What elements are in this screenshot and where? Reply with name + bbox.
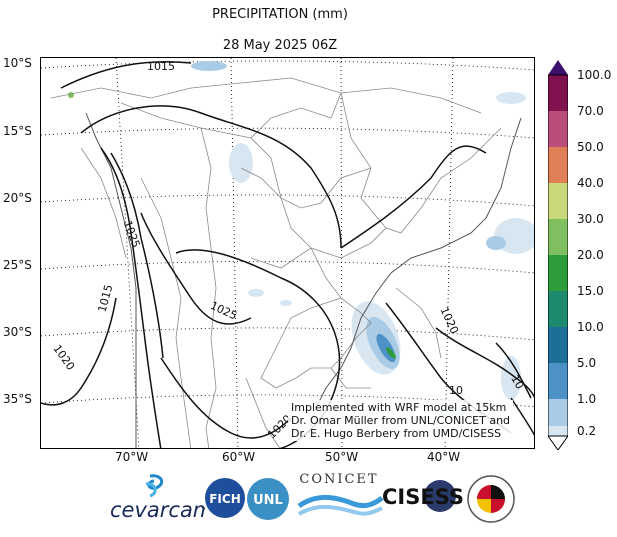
note-line-3: Dr. E. Hugo Berbery from UMD/CISESS	[291, 427, 502, 440]
map-title: PRECIPITATION (mm)	[212, 7, 348, 22]
isobar-label: 1025	[121, 219, 143, 250]
colorbar-label: 15.0	[577, 284, 604, 298]
lat-label-15s: 15°S	[3, 124, 32, 138]
colorbar-label: 30.0	[577, 212, 604, 226]
precip-colorbar	[548, 60, 568, 450]
lat-label-30s: 30°S	[3, 325, 32, 339]
colorbar-label: 20.0	[577, 248, 604, 262]
attribution-note: Implemented with WRF model at 15km Dr. O…	[288, 400, 514, 441]
cevarcam-logo: cevarcam	[110, 474, 205, 522]
unl-logo: UNL	[247, 478, 289, 520]
note-line-1: Implemented with WRF model at 15km	[291, 401, 507, 414]
lat-label-25s: 25°S	[3, 258, 32, 272]
lon-label-40w: 40°W	[427, 450, 461, 464]
lat-label-35s: 35°S	[3, 392, 32, 406]
colorbar-label: 50.0	[577, 140, 604, 154]
conicet-text: CONICET	[299, 472, 378, 487]
cevarcam-text: cevarcam	[110, 498, 205, 522]
precipitation-map: 1015 1025 1015 1025 1020 1020 1020 10 10	[40, 57, 535, 449]
cisess-text: CISESS	[382, 485, 464, 509]
fich-logo: FICH	[205, 478, 245, 518]
map-subtitle: 28 May 2025 06Z	[222, 38, 338, 53]
isobar-label: 10	[508, 373, 526, 392]
conicet-logo: CONICET	[297, 472, 384, 516]
colorbar-label: 70.0	[577, 104, 604, 118]
lat-label-20s: 20°S	[3, 191, 32, 205]
colorbar-label: 40.0	[577, 176, 604, 190]
isobar-label: 1015	[147, 60, 175, 73]
colorbar-label: 5.0	[577, 356, 597, 370]
country-boundaries	[50, 77, 502, 448]
graticule	[41, 58, 534, 448]
lon-label-60w: 60°W	[222, 450, 256, 464]
note-line-2: Dr. Omar Müller from UNL/CONICET and	[291, 414, 511, 427]
colorbar-label: 0.2	[577, 424, 597, 438]
colorbar-label: 1.0	[577, 392, 597, 406]
lon-label-70w: 70°W	[115, 450, 149, 464]
lat-label-10s: 10°S	[3, 56, 32, 70]
cisess-logo: CISESS	[382, 480, 464, 512]
unl-text: UNL	[253, 493, 283, 508]
colorbar-label: 10.0	[577, 320, 604, 334]
colorbar-label: 100.0	[577, 68, 612, 82]
isobar-label: 10	[449, 384, 463, 397]
lon-label-50w: 50°W	[325, 450, 359, 464]
fich-text: FICH	[209, 492, 241, 506]
isobar-label: 1015	[96, 283, 116, 313]
umd-seal-logo	[467, 475, 515, 523]
isobar-label: 1020	[50, 342, 77, 372]
